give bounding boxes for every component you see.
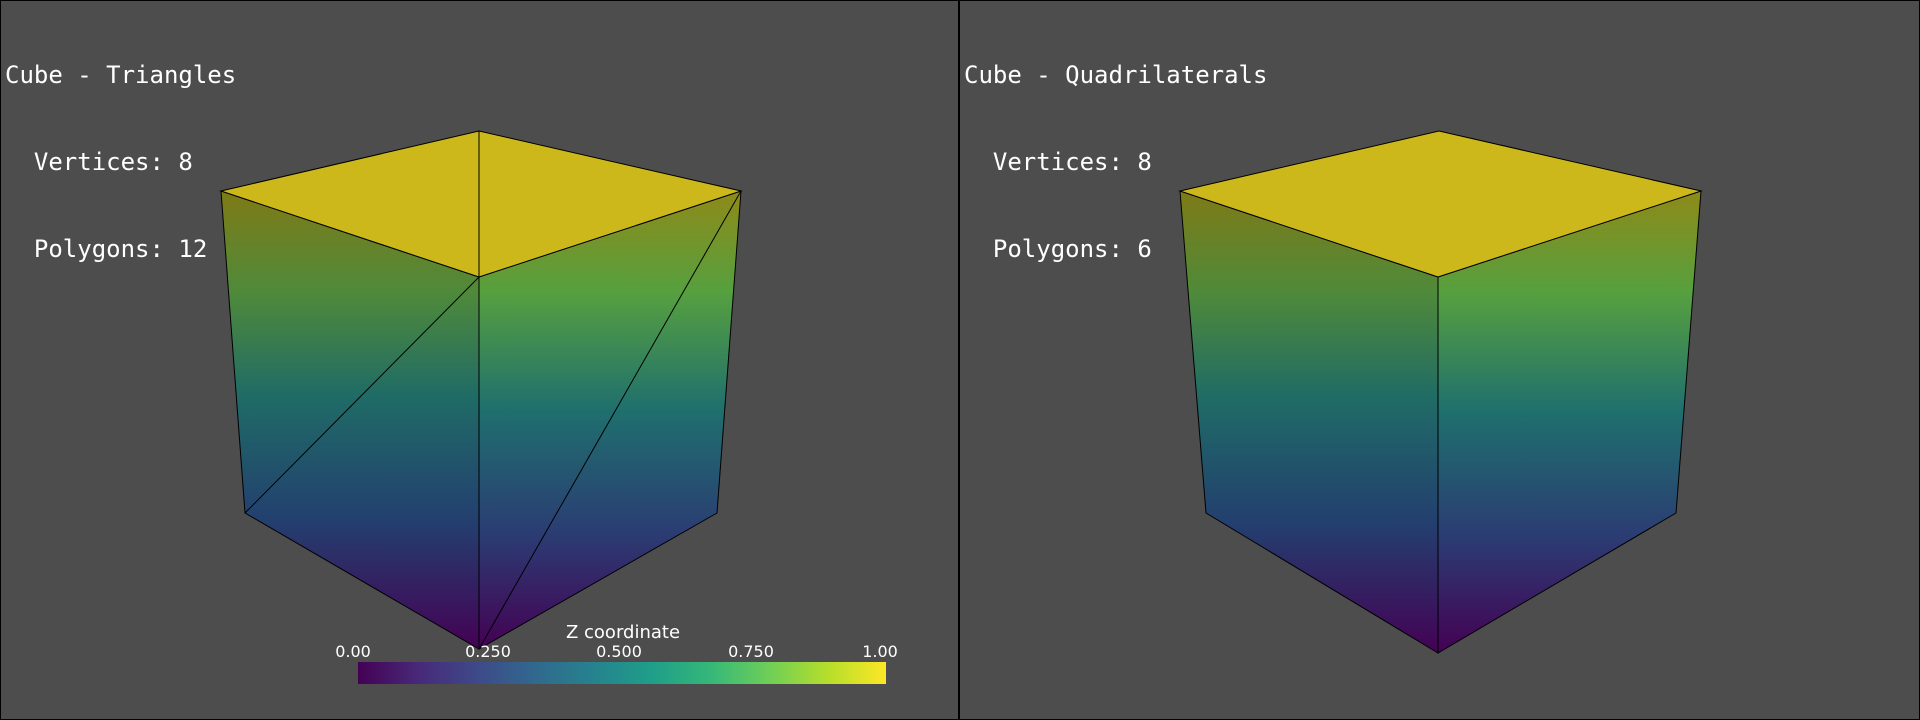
scalar-bar-tick: 1.00 [862,642,898,661]
info-text-quadrilaterals: Cube - Quadrilaterals Vertices: 8 Polygo… [964,3,1267,322]
cube-top-face [1178,130,1703,278]
scalar-bar-title: Z coordinate [565,622,681,643]
scalar-bar-tick: 0.00 [335,642,371,661]
viewport-triangles[interactable]: Cube - Triangles Vertices: 8 Polygons: 1… [0,0,959,720]
polygons-count: Polygons: 6 [964,235,1152,263]
viewport-quadrilaterals[interactable]: Cube - Quadrilaterals Vertices: 8 Polygo… [959,0,1920,720]
scalar-bar-tick: 0.250 [465,642,511,661]
vertices-count: Vertices: 8 [964,148,1152,176]
scalar-bar-tick: 0.500 [596,642,642,661]
triangle-edge-right [478,190,742,650]
panel-title: Cube - Triangles [5,61,237,89]
vertices-count: Vertices: 8 [5,148,193,176]
scalar-bar-colormap [358,662,886,684]
triangle-edge-left [244,276,480,514]
cube-quads-render[interactable] [960,1,1919,719]
polygons-count: Polygons: 12 [5,235,208,263]
scalar-bar-tick: 0.750 [728,642,774,661]
panel-title: Cube - Quadrilaterals [964,61,1268,89]
info-text-triangles: Cube - Triangles Vertices: 8 Polygons: 1… [5,3,236,322]
cube-triangles-render[interactable] [1,1,958,719]
